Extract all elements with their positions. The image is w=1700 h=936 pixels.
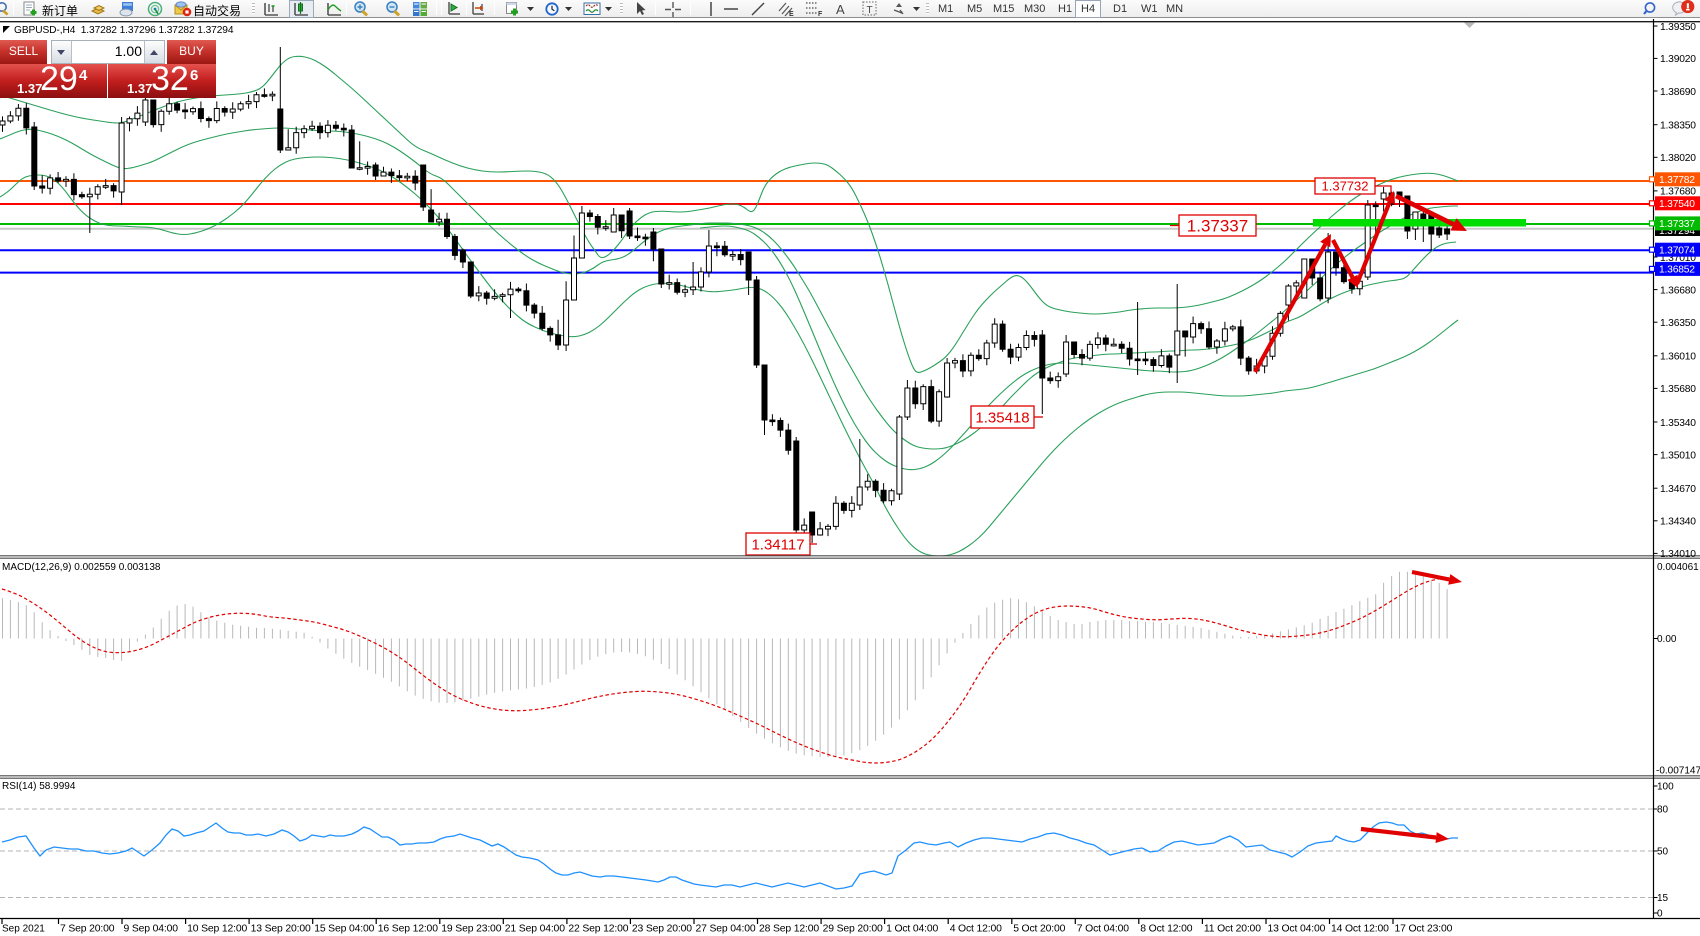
svg-text:1.37074: 1.37074 xyxy=(1659,246,1695,257)
svg-text:1.34340: 1.34340 xyxy=(1660,517,1696,528)
svg-text:50: 50 xyxy=(1657,847,1669,858)
svg-text:0: 0 xyxy=(1657,909,1663,920)
svg-text:7 Oct 04:00: 7 Oct 04:00 xyxy=(1077,924,1129,935)
svg-text:1.36010: 1.36010 xyxy=(1660,352,1696,363)
svg-text:1.38020: 1.38020 xyxy=(1660,153,1696,164)
svg-text:1 Oct 04:00: 1 Oct 04:00 xyxy=(886,924,938,935)
svg-text:28 Sep 12:00: 28 Sep 12:00 xyxy=(759,924,819,935)
svg-text:1.36350: 1.36350 xyxy=(1660,318,1696,329)
svg-text:1.37732: 1.37732 xyxy=(1322,179,1369,194)
svg-text:23 Sep 20:00: 23 Sep 20:00 xyxy=(632,924,692,935)
svg-text:80: 80 xyxy=(1657,805,1669,816)
svg-text:15: 15 xyxy=(1657,893,1669,904)
svg-text:21 Sep 04:00: 21 Sep 04:00 xyxy=(505,924,565,935)
svg-text:1.36680: 1.36680 xyxy=(1660,285,1696,296)
svg-text:13 Oct 04:00: 13 Oct 04:00 xyxy=(1268,924,1326,935)
svg-text:MACD(12,26,9) 0.002559 0.00313: MACD(12,26,9) 0.002559 0.003138 xyxy=(2,562,161,573)
svg-text:7 Sep 20:00: 7 Sep 20:00 xyxy=(60,924,115,935)
svg-text:GBPUSD-,H4 1.37282 1.37296 1.: GBPUSD-,H4 1.37282 1.37296 1.37282 1.372… xyxy=(14,25,234,36)
svg-text:1.35680: 1.35680 xyxy=(1660,384,1696,395)
svg-text:1.34010: 1.34010 xyxy=(1660,549,1696,560)
svg-text:14 Oct 12:00: 14 Oct 12:00 xyxy=(1331,924,1389,935)
svg-text:1.34670: 1.34670 xyxy=(1660,484,1696,495)
svg-text:0.00: 0.00 xyxy=(1657,634,1677,645)
svg-text:9 Sep 04:00: 9 Sep 04:00 xyxy=(124,924,179,935)
svg-text:16 Sep 12:00: 16 Sep 12:00 xyxy=(378,924,438,935)
svg-text:0.004061: 0.004061 xyxy=(1657,562,1699,573)
svg-text:1.37010: 1.37010 xyxy=(1660,253,1696,264)
svg-text:5 Oct 20:00: 5 Oct 20:00 xyxy=(1013,924,1065,935)
svg-text:1.37337: 1.37337 xyxy=(1187,217,1248,236)
svg-text:10 Sep 12:00: 10 Sep 12:00 xyxy=(187,924,247,935)
svg-text:1.37294: 1.37294 xyxy=(1659,226,1695,237)
svg-text:13 Sep 20:00: 13 Sep 20:00 xyxy=(251,924,311,935)
svg-text:1.34117: 1.34117 xyxy=(751,536,804,553)
svg-text:1.35418: 1.35418 xyxy=(975,409,1029,426)
svg-text:T: T xyxy=(867,5,873,16)
svg-text:1.36852: 1.36852 xyxy=(1659,265,1695,276)
svg-text:1.37782: 1.37782 xyxy=(1659,175,1695,186)
svg-text:1.39020: 1.39020 xyxy=(1660,54,1696,65)
svg-text:15 Sep 04:00: 15 Sep 04:00 xyxy=(314,924,374,935)
svg-text:1.35010: 1.35010 xyxy=(1660,450,1696,461)
svg-text:1.38690: 1.38690 xyxy=(1660,87,1696,98)
svg-text:1.38350: 1.38350 xyxy=(1660,121,1696,132)
svg-text:29 Sep 20:00: 29 Sep 20:00 xyxy=(823,924,883,935)
svg-text:8 Oct 12:00: 8 Oct 12:00 xyxy=(1140,924,1192,935)
svg-text:1.37680: 1.37680 xyxy=(1660,187,1696,198)
svg-text:100: 100 xyxy=(1657,782,1674,793)
svg-text:1.39350: 1.39350 xyxy=(1660,22,1696,33)
svg-text:22 Sep 12:00: 22 Sep 12:00 xyxy=(568,924,628,935)
svg-text:1.37540: 1.37540 xyxy=(1659,199,1695,210)
svg-text:-0.007147: -0.007147 xyxy=(1656,766,1700,777)
svg-text:Sep 2021: Sep 2021 xyxy=(2,924,45,935)
svg-text:1.35340: 1.35340 xyxy=(1660,418,1696,429)
svg-text:17 Oct 23:00: 17 Oct 23:00 xyxy=(1395,924,1453,935)
svg-text:4 Oct 12:00: 4 Oct 12:00 xyxy=(950,924,1002,935)
svg-text:1.37337: 1.37337 xyxy=(1659,219,1695,230)
svg-text:19 Sep 23:00: 19 Sep 23:00 xyxy=(441,924,501,935)
svg-text:F: F xyxy=(818,11,823,17)
svg-text:RSI(14) 58.9994: RSI(14) 58.9994 xyxy=(2,781,76,792)
svg-text:11 Oct 20:00: 11 Oct 20:00 xyxy=(1204,924,1261,935)
svg-text:E: E xyxy=(789,11,794,17)
svg-text:27 Sep 04:00: 27 Sep 04:00 xyxy=(696,924,756,935)
